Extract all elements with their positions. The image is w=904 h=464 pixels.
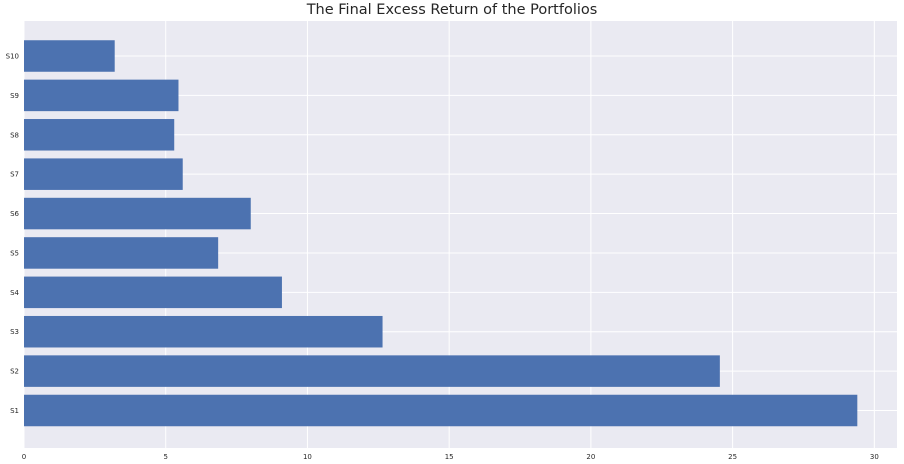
y-tick-label: S1 <box>10 407 19 415</box>
bar-s8 <box>24 119 175 151</box>
bar-s6 <box>24 197 251 230</box>
x-tick-label: 0 <box>22 453 26 461</box>
bar-s3 <box>24 315 383 348</box>
x-tick-label: 30 <box>870 453 879 461</box>
bar-s2 <box>24 355 720 387</box>
y-tick-label: S9 <box>10 92 19 100</box>
x-tick-label: 15 <box>445 453 454 461</box>
y-tick-label: S6 <box>10 210 19 218</box>
y-tick-label: S8 <box>10 131 19 139</box>
chart-title: The Final Excess Return of the Portfolio… <box>306 2 598 18</box>
y-tick-label: S4 <box>10 289 19 297</box>
y-tick-label: S3 <box>10 328 19 336</box>
bar-s9 <box>24 79 179 112</box>
x-tick-label: 10 <box>303 453 312 461</box>
y-tick-label: S10 <box>6 53 19 61</box>
x-tick-label: 5 <box>163 453 167 461</box>
y-tick-label: S5 <box>10 249 19 257</box>
y-tick-label: S2 <box>10 368 19 376</box>
bar-s4 <box>24 276 282 309</box>
bar-s10 <box>24 40 115 72</box>
bar-s7 <box>24 158 183 190</box>
y-tick-label: S7 <box>10 171 19 179</box>
x-tick-label: 25 <box>728 453 737 461</box>
bar-s1 <box>24 394 858 427</box>
x-tick-label: 20 <box>586 453 595 461</box>
bar-s5 <box>24 237 219 269</box>
